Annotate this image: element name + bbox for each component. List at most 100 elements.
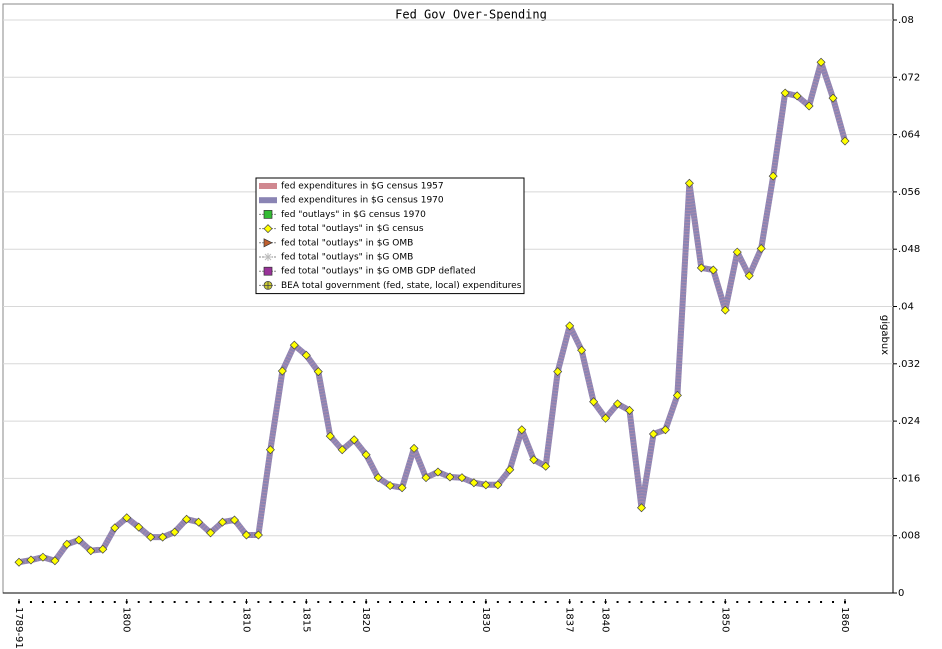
marker bbox=[613, 399, 623, 409]
marker bbox=[732, 247, 742, 257]
marker bbox=[517, 425, 527, 435]
x-tick bbox=[472, 601, 475, 603]
marker bbox=[720, 305, 730, 315]
y-tick-label: .024 bbox=[898, 416, 920, 427]
marker bbox=[277, 366, 287, 376]
x-tick bbox=[520, 601, 523, 603]
x-tick bbox=[784, 601, 787, 603]
x-tick bbox=[41, 601, 44, 603]
legend-marker bbox=[263, 266, 273, 276]
legend-marker bbox=[263, 210, 273, 219]
x-tick bbox=[353, 601, 356, 603]
x-tick bbox=[736, 601, 739, 603]
marker bbox=[481, 480, 491, 490]
marker bbox=[469, 478, 479, 488]
x-tick bbox=[832, 601, 835, 603]
marker bbox=[98, 544, 108, 554]
x-tick bbox=[293, 601, 296, 603]
marker bbox=[840, 136, 850, 146]
marker bbox=[744, 271, 754, 281]
marker bbox=[134, 522, 144, 532]
x-tick bbox=[89, 601, 92, 603]
marker bbox=[648, 429, 658, 439]
marker bbox=[541, 461, 551, 471]
marker bbox=[792, 91, 802, 101]
marker bbox=[14, 557, 24, 567]
marker bbox=[241, 530, 251, 540]
x-tick bbox=[233, 601, 236, 603]
x-tick bbox=[460, 601, 463, 603]
legend-box bbox=[255, 177, 525, 295]
x-tick bbox=[772, 601, 775, 603]
x-tick bbox=[209, 601, 212, 603]
series-line-hatch bbox=[18, 59, 848, 566]
marker bbox=[565, 321, 575, 331]
x-tick-label: 1860 bbox=[839, 607, 850, 632]
marker bbox=[337, 445, 347, 455]
x-tick bbox=[377, 601, 380, 603]
x-tick bbox=[580, 601, 583, 603]
marker bbox=[313, 367, 323, 377]
x-tick bbox=[389, 601, 392, 603]
marker bbox=[421, 473, 431, 483]
marker bbox=[768, 171, 778, 181]
x-tick bbox=[628, 601, 631, 603]
x-tick bbox=[616, 601, 619, 603]
x-tick bbox=[436, 601, 439, 603]
marker bbox=[636, 503, 646, 513]
marker bbox=[74, 535, 84, 545]
x-tick-label: 1789-91 bbox=[13, 607, 24, 649]
x-tick bbox=[329, 601, 332, 603]
x-tick bbox=[760, 601, 763, 603]
chart-title: Fed Gov Over-Spending bbox=[395, 8, 547, 22]
marker bbox=[170, 527, 180, 537]
marker bbox=[349, 435, 359, 445]
marker bbox=[756, 243, 766, 253]
x-tick bbox=[101, 601, 104, 603]
x-tick bbox=[29, 601, 32, 603]
marker bbox=[26, 555, 36, 565]
x-tick bbox=[317, 601, 320, 603]
marker bbox=[38, 552, 48, 562]
y-tick-label: .08 bbox=[898, 15, 914, 26]
marker bbox=[373, 473, 383, 483]
marker bbox=[684, 178, 694, 188]
marker bbox=[780, 88, 790, 98]
x-tick-label: 1840 bbox=[600, 607, 611, 632]
marker bbox=[50, 556, 60, 566]
x-tick bbox=[221, 601, 224, 603]
x-tick bbox=[197, 601, 200, 603]
x-tick bbox=[508, 601, 511, 603]
marker bbox=[696, 263, 706, 273]
x-tick bbox=[664, 601, 667, 603]
x-tick bbox=[808, 601, 811, 603]
marker bbox=[253, 530, 263, 540]
x-tick bbox=[425, 601, 428, 603]
marker bbox=[385, 481, 395, 491]
x-tick bbox=[556, 601, 559, 603]
y-tick-label: .032 bbox=[898, 359, 920, 370]
x-tick bbox=[413, 601, 416, 603]
marker bbox=[122, 513, 132, 523]
marker bbox=[625, 405, 635, 415]
marker bbox=[194, 517, 204, 527]
legend-swatch bbox=[259, 197, 277, 204]
x-tick bbox=[532, 601, 535, 603]
legend-label: fed total "outlays" in $G OMB bbox=[281, 253, 413, 263]
y-axis-label: gigabux bbox=[879, 315, 890, 355]
x-tick-label: 1815 bbox=[300, 607, 311, 632]
x-tick bbox=[53, 601, 56, 603]
x-tick-label: 1820 bbox=[360, 607, 371, 632]
marker bbox=[265, 445, 275, 455]
legend-marker bbox=[263, 238, 273, 248]
marker bbox=[206, 528, 216, 538]
marker bbox=[589, 397, 599, 407]
marker bbox=[577, 345, 587, 355]
y-tick-label: .056 bbox=[898, 187, 920, 198]
marker bbox=[301, 350, 311, 360]
x-tick bbox=[448, 601, 451, 603]
x-tick bbox=[712, 601, 715, 603]
y-tick-label: .008 bbox=[898, 531, 920, 542]
legend-label: fed "outlays" in $G census 1970 bbox=[281, 210, 426, 220]
legend-label: fed expenditures in $G census 1970 bbox=[281, 196, 444, 206]
